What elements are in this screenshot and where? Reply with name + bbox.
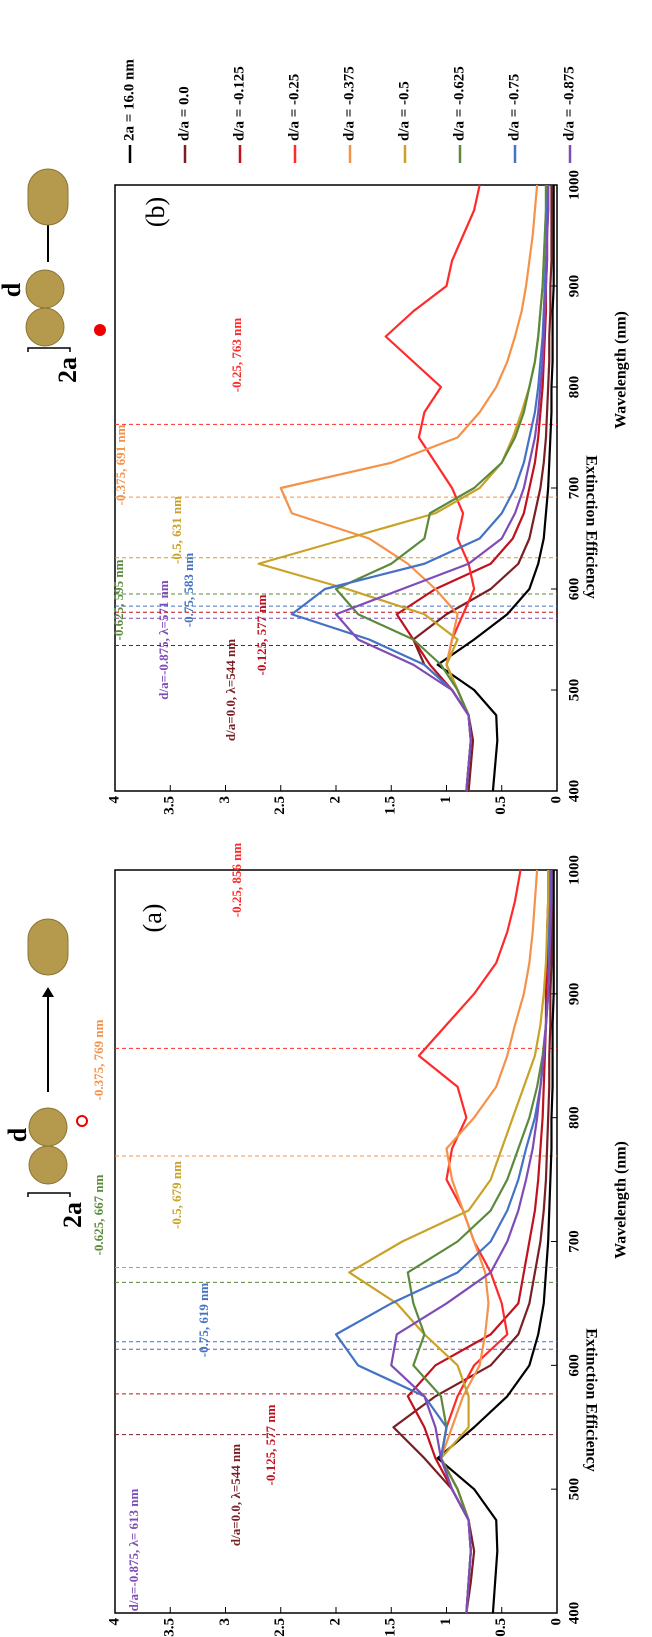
y-tick-label: 0 (548, 1618, 564, 1626)
spectrum-line (336, 870, 550, 1613)
legend-label: d/a = -0.5 (396, 81, 412, 141)
peak-annotation: -0.25, 856 nm (229, 843, 244, 918)
y-tick-label: 2 (327, 796, 343, 804)
peak-annotation: d/a=-0.875, λ=571 nm (156, 580, 171, 700)
spectrum-line (349, 870, 548, 1613)
peak-annotation: -0.375, 769 nm (91, 1019, 106, 1100)
merged-nanoparticle (28, 919, 68, 975)
peak-annotation: -0.125, 577 nm (263, 1404, 278, 1485)
x-tick-label: 700 (566, 477, 582, 500)
x-tick-label: 400 (566, 1602, 582, 1625)
y-tick-label: 1.5 (383, 1618, 399, 1637)
spectrum-line (391, 870, 551, 1613)
y-tick-label: 3.5 (162, 1618, 178, 1637)
peak-annotation: -0.625, 595 nm (111, 559, 126, 640)
x-tick-label: 900 (566, 275, 582, 298)
peak-annotation: -0.25, 763 nm (229, 318, 244, 393)
peak-annotation: d/a=0.0, λ=544 nm (223, 639, 238, 741)
y-axis-label: Extinction Efficiency (582, 455, 599, 599)
rotated-figure: 400500600700800900100000.511.522.533.54d… (0, 59, 630, 1637)
legend-label: d/a = -0.875 (561, 66, 577, 141)
spectrum-line (438, 185, 554, 791)
schematic-width-label: 2a (53, 357, 82, 383)
figure: 400500600700800900100000.511.522.533.54d… (0, 0, 652, 1637)
panel-label: (a) (138, 904, 167, 933)
plot-frame (115, 185, 557, 791)
y-tick-label: 2.5 (272, 796, 288, 815)
peak-annotation: d/a=-0.875, λ= 613 nm (126, 1488, 141, 1611)
spectrum-line (259, 185, 546, 791)
nanoparticle (26, 308, 64, 346)
y-tick-label: 1 (438, 796, 454, 804)
spectrum-line (386, 185, 480, 791)
y-tick-label: 4 (106, 796, 122, 804)
legend-label: d/a = -0.75 (506, 74, 522, 141)
x-tick-label: 500 (566, 679, 582, 702)
spectrum-line (393, 870, 551, 1613)
schematic-bracket (28, 348, 70, 352)
spectrum-line (336, 185, 548, 791)
merged-nanoparticle (28, 169, 68, 225)
peak-annotation: -0.125, 577 nm (254, 594, 269, 675)
x-tick-label: 800 (566, 376, 582, 399)
x-tick-label: 800 (566, 1106, 582, 1129)
x-tick-label: 500 (566, 1478, 582, 1501)
x-axis-label: Wavelength (nm) (613, 311, 630, 429)
x-tick-label: 600 (566, 578, 582, 601)
legend-label: d/a = -0.625 (451, 66, 467, 141)
schematic-gap-label: d (3, 1127, 32, 1142)
spectrum-line (292, 185, 548, 791)
peak-annotation: -0.375, 691 nm (113, 424, 128, 505)
peak-annotation: -0.625, 667 nm (91, 1174, 106, 1255)
spectrum-line (441, 870, 537, 1613)
schematic-arrowhead (42, 987, 54, 997)
legend-label: d/a = 0.0 (176, 86, 192, 141)
marker-dot (94, 324, 106, 336)
schematic-width-label: 2a (58, 1202, 87, 1228)
x-tick-label: 600 (566, 1354, 582, 1377)
y-tick-label: 3 (217, 1618, 233, 1626)
nanoparticle (26, 270, 64, 308)
peak-annotation: -0.5, 679 nm (169, 1161, 184, 1229)
spectrum-line (419, 870, 521, 1613)
y-tick-label: 4 (106, 1618, 122, 1626)
schematic-bracket (28, 1193, 70, 1197)
x-tick-label: 700 (566, 1230, 582, 1253)
y-tick-label: 3 (217, 796, 233, 804)
y-tick-label: 3.5 (162, 796, 178, 815)
y-tick-label: 0 (548, 796, 564, 804)
panel-label: (b) (141, 197, 170, 227)
schematic-gap-label: d (0, 282, 26, 297)
y-tick-label: 1.5 (383, 796, 399, 815)
peak-annotation: -0.5, 631 nm (169, 496, 184, 564)
y-axis-label: Extinction Efficiency (582, 1328, 599, 1472)
marker-open (77, 1116, 87, 1126)
legend-label: 2a = 16.0 nm (121, 59, 137, 141)
legend-label: d/a = -0.25 (286, 74, 302, 141)
peak-annotation: d/a=0.0, λ=544 nm (228, 1444, 243, 1546)
x-tick-label: 400 (566, 780, 582, 803)
y-tick-label: 1 (438, 1618, 454, 1626)
spectrum-line (281, 185, 537, 791)
x-tick-label: 1000 (566, 170, 582, 200)
y-tick-label: 2 (327, 1618, 343, 1626)
nanoparticle (29, 1146, 67, 1184)
y-tick-label: 0.5 (493, 1618, 509, 1637)
y-tick-label: 0.5 (493, 796, 509, 815)
x-axis-label: Wavelength (nm) (613, 1141, 630, 1259)
legend-label: d/a = -0.375 (341, 66, 357, 141)
spectrum-line (438, 870, 554, 1613)
nanoparticle (29, 1108, 67, 1146)
y-tick-label: 2.5 (272, 1618, 288, 1637)
x-tick-label: 900 (566, 983, 582, 1006)
x-tick-label: 1000 (566, 855, 582, 885)
legend-label: d/a = -0.125 (231, 66, 247, 141)
peak-annotation: -0.75, 619 nm (196, 1283, 211, 1358)
